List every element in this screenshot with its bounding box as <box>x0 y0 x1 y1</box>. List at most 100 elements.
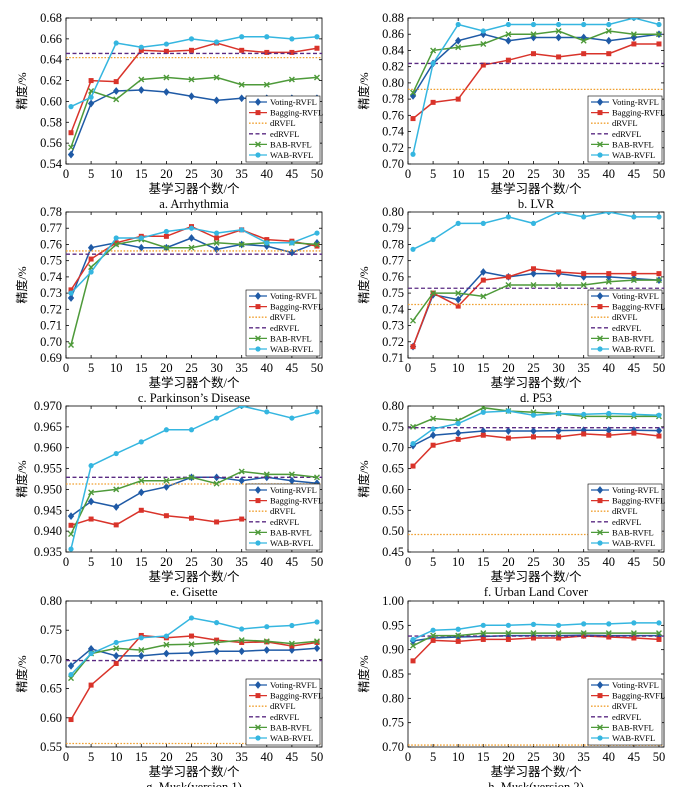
x-tick-label: 20 <box>502 361 515 375</box>
data-point-WAB-RVFL <box>480 220 486 226</box>
data-point-WAB-RVFL <box>581 214 587 220</box>
x-tick-label: 45 <box>628 750 641 764</box>
data-point-Bagging-RVFL <box>239 47 245 53</box>
data-point-WAB-RVFL <box>410 636 416 643</box>
legend-marker <box>597 110 603 116</box>
legend-label: BAB-RVFL <box>270 333 312 343</box>
y-tick-label: 0.62 <box>40 74 62 88</box>
data-point-Voting-RVFL <box>67 294 75 302</box>
data-point-BAB-RVFL <box>188 76 195 83</box>
legend-label: edRVFL <box>612 517 641 527</box>
x-tick-label: 30 <box>210 361 223 375</box>
data-point-WAB-RVFL <box>480 409 486 415</box>
data-point-BAB-RVFL <box>605 27 612 34</box>
panel-caption: g. Musk(version 1) <box>146 780 241 787</box>
x-tick-label: 30 <box>552 361 565 375</box>
data-point-BAB-RVFL <box>555 27 562 34</box>
legend: Voting-RVFLBagging-RVFLdRVFLedRVFLBAB-RV… <box>245 289 323 357</box>
legend: Voting-RVFLBagging-RVFLdRVFLedRVFLBAB-RV… <box>587 289 665 357</box>
x-tick-label: 5 <box>88 361 94 375</box>
data-point-Voting-RVFL <box>188 234 195 242</box>
data-point-Bagging-RVFL <box>138 507 144 513</box>
data-point-Bagging-RVFL <box>505 57 511 63</box>
x-tick-label: 20 <box>160 555 173 569</box>
legend-label: dRVFL <box>270 506 296 516</box>
data-point-BAB-RVFL <box>313 74 320 81</box>
data-point-BAB-RVFL <box>113 486 120 493</box>
x-tick-label: 10 <box>452 555 465 569</box>
data-point-WAB-RVFL <box>606 621 612 627</box>
data-point-Bagging-RVFL <box>410 463 416 469</box>
y-axis-label: 精度/% <box>356 266 371 303</box>
y-tick-label: 0.73 <box>40 286 62 300</box>
data-point-Bagging-RVFL <box>188 633 194 639</box>
y-tick-label: 0.58 <box>40 115 62 129</box>
data-point-BAB-RVFL <box>113 645 120 652</box>
data-point-Bagging-RVFL <box>264 49 270 55</box>
data-point-Bagging-RVFL <box>264 237 270 243</box>
data-point-Bagging-RVFL <box>214 519 220 525</box>
legend-label: WAB-RVFL <box>612 344 655 354</box>
data-point-Bagging-RVFL <box>68 287 74 293</box>
legend-label: edRVFL <box>270 129 299 139</box>
legend-box <box>587 483 663 551</box>
data-point-Voting-RVFL <box>455 36 462 45</box>
y-tick-label: 0.72 <box>382 141 404 155</box>
data-point-Voting-RVFL <box>188 92 195 101</box>
data-point-WAB-RVFL <box>606 212 612 215</box>
data-point-WAB-RVFL <box>656 21 662 28</box>
y-tick-label: 0.90 <box>382 643 404 657</box>
x-tick-label: 5 <box>88 167 94 181</box>
x-tick-label: 10 <box>110 750 123 764</box>
data-point-Bagging-RVFL <box>505 435 511 441</box>
y-axis-label: 精度/% <box>356 655 371 692</box>
legend-marker <box>255 110 261 116</box>
x-tick-label: 10 <box>110 361 123 375</box>
chart-panel: 0.70 0.72 0.74 0.76 0.78 0.80 0.82 0.84 0.86 0.88… <box>356 11 665 211</box>
x-tick-label: 45 <box>628 555 641 569</box>
data-point-Bagging-RVFL <box>410 116 416 122</box>
data-point-Bagging-RVFL <box>410 344 416 350</box>
legend-label: Voting-RVFL <box>612 485 659 495</box>
data-point-WAB-RVFL <box>505 408 511 414</box>
data-point-BAB-RVFL <box>555 630 562 637</box>
x-tick-label: 0 <box>405 167 411 181</box>
data-point-Voting-RVFL <box>313 644 321 653</box>
y-tick-label: 0.940 <box>34 524 62 538</box>
data-point-Bagging-RVFL <box>239 516 245 522</box>
x-tick-label: 20 <box>160 750 173 764</box>
x-axis-label: 基学习器个数/个 <box>149 181 240 196</box>
data-point-WAB-RVFL <box>289 36 295 42</box>
data-point-Voting-RVFL <box>238 94 245 103</box>
legend-marker <box>597 724 603 731</box>
data-point-BAB-RVFL <box>213 639 220 646</box>
x-tick-label: 15 <box>135 167 148 181</box>
y-tick-label: 0.72 <box>382 335 404 349</box>
y-tick-label: 0.78 <box>382 92 404 106</box>
y-tick-label: 0.80 <box>40 594 62 608</box>
data-point-Bagging-RVFL <box>530 635 536 641</box>
y-tick-label: 0.95 <box>382 618 404 632</box>
data-point-WAB-RVFL <box>631 18 637 21</box>
chart-panel: 0.45 0.50 0.55 0.60 0.65 0.70 0.75 0.80 0 5 10 15 20… <box>356 399 665 599</box>
y-tick-label: 0.60 <box>40 94 62 108</box>
y-tick-label: 0.74 <box>40 270 63 284</box>
data-point-WAB-RVFL <box>430 426 436 432</box>
y-tick-label: 0.71 <box>382 351 404 365</box>
data-point-Bagging-RVFL <box>505 636 511 642</box>
x-tick-label: 0 <box>63 361 69 375</box>
data-point-Bagging-RVFL <box>656 271 662 277</box>
data-point-WAB-RVFL <box>239 626 245 632</box>
data-point-Bagging-RVFL <box>188 515 194 521</box>
data-point-BAB-RVFL <box>163 244 170 251</box>
y-axis-label: 精度/% <box>356 72 371 109</box>
y-tick-label: 1.00 <box>382 594 404 608</box>
data-point-Bagging-RVFL <box>163 48 169 54</box>
legend-marker <box>597 152 603 158</box>
legend-marker <box>255 529 261 536</box>
data-point-Voting-RVFL <box>429 431 437 440</box>
legend-marker <box>597 498 603 504</box>
data-point-BAB-RVFL <box>68 342 75 349</box>
data-point-BAB-RVFL <box>313 474 320 481</box>
data-point-BAB-RVFL <box>288 471 295 478</box>
